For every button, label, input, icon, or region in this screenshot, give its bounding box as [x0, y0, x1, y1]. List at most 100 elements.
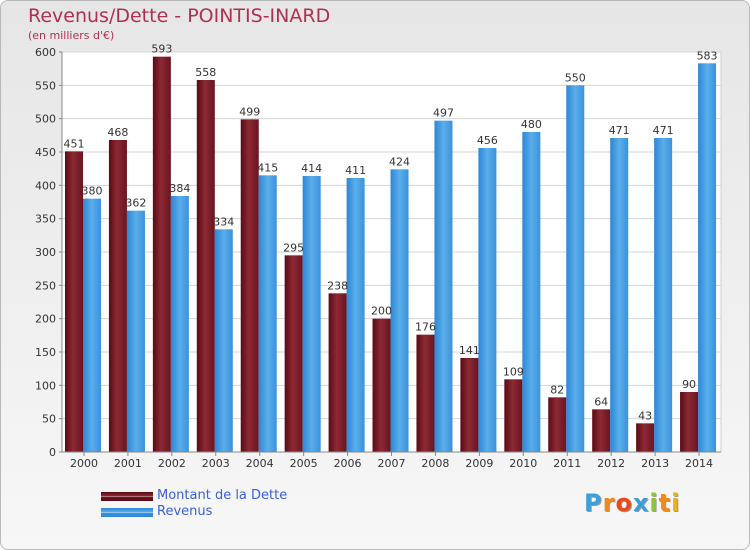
debt-value-label: 451: [64, 137, 85, 150]
debt-bar: [240, 119, 259, 452]
revenue-bar: [258, 175, 277, 453]
chart-subtitle: (en milliers d'€): [28, 29, 115, 42]
debt-bar: [284, 255, 303, 452]
debt-bar: [372, 318, 391, 452]
revenue-value-label: 471: [653, 124, 674, 137]
debt-value-label: 238: [327, 279, 348, 292]
logo-letter: t: [658, 489, 672, 517]
x-tick-label: 2004: [246, 457, 274, 470]
debt-bar: [592, 409, 611, 452]
debt-value-label: 176: [415, 321, 436, 334]
logo-letter: i: [649, 489, 659, 517]
debt-value-label: 593: [151, 43, 172, 56]
revenue-value-label: 411: [345, 164, 366, 177]
revenue-bar: [610, 138, 629, 452]
revenue-value-label: 334: [213, 215, 234, 228]
debt-value-label: 82: [550, 383, 564, 396]
y-tick-label: 500: [35, 113, 56, 126]
debt-bar: [328, 293, 347, 452]
debt-bar: [65, 151, 83, 453]
revenue-value-label: 497: [433, 107, 454, 120]
debt-value-label: 558: [195, 66, 216, 79]
debt-value-label: 468: [107, 126, 128, 139]
x-tick-label: 2013: [641, 457, 669, 470]
y-tick-label: 100: [35, 379, 56, 392]
debt-bar: [636, 423, 655, 452]
debt-bar: [152, 56, 171, 453]
revenue-bar: [390, 169, 409, 453]
y-tick-label: 300: [35, 246, 56, 259]
legend-label-revenue: Revenus: [157, 504, 213, 519]
logo-letter: i: [671, 489, 681, 517]
x-tick-label: 2000: [70, 457, 98, 470]
revenue-bar: [346, 178, 365, 452]
revenue-value-label: 415: [257, 161, 278, 174]
x-tick-label: 2003: [202, 457, 230, 470]
revenue-bar: [654, 138, 673, 452]
debt-bar: [680, 392, 699, 452]
debt-value-label: 295: [283, 241, 304, 254]
revenue-value-label: 380: [82, 185, 103, 198]
revenue-value-label: 583: [697, 49, 718, 62]
revenue-bar: [170, 196, 189, 452]
debt-value-label: 90: [682, 378, 696, 391]
debt-bar: [548, 397, 567, 452]
logo-letter: o: [615, 489, 633, 517]
debt-bar: [196, 80, 215, 452]
proxiti-logo: Proxiti: [584, 489, 680, 517]
x-tick-label: 2001: [114, 457, 142, 470]
y-tick-label: 600: [35, 46, 56, 59]
x-tick-label: 2010: [509, 457, 537, 470]
revenue-bar: [698, 63, 717, 452]
x-tick-label: 2008: [421, 457, 449, 470]
revenue-bar: [434, 120, 453, 453]
x-tick-label: 2002: [158, 457, 186, 470]
y-tick-label: 150: [35, 346, 56, 359]
debt-bar: [460, 358, 479, 452]
revenue-value-label: 384: [169, 182, 190, 195]
y-tick-label: 200: [35, 313, 56, 326]
logo-letter: r: [602, 489, 616, 517]
debt-value-label: 109: [503, 365, 524, 378]
legend-swatch-debt: [101, 492, 153, 501]
revenue-bar: [126, 210, 145, 452]
revenue-value-label: 414: [301, 162, 322, 175]
revenue-value-label: 456: [477, 134, 498, 147]
x-tick-label: 2009: [465, 457, 493, 470]
revenue-value-label: 362: [125, 197, 146, 210]
revenue-value-label: 424: [389, 155, 410, 168]
legend-label-debt: Montant de la Dette: [157, 488, 288, 503]
debt-value-label: 141: [459, 344, 480, 357]
revenue-value-label: 471: [609, 124, 630, 137]
revenue-value-label: 550: [565, 71, 586, 84]
y-tick-label: 0: [49, 446, 56, 459]
y-tick-label: 250: [35, 279, 56, 292]
logo-letter: x: [632, 489, 650, 517]
revenue-bar: [214, 229, 233, 452]
x-tick-label: 2014: [685, 457, 713, 470]
debt-value-label: 43: [638, 409, 652, 422]
debt-bar: [108, 140, 127, 452]
x-tick-label: 2011: [553, 457, 581, 470]
revenue-bar: [478, 148, 497, 452]
debt-bar: [416, 334, 435, 452]
y-tick-label: 50: [42, 413, 56, 426]
logo-letter: P: [584, 489, 603, 517]
y-tick-label: 450: [35, 146, 56, 159]
y-tick-label: 550: [35, 79, 56, 92]
revenue-bar: [83, 198, 101, 452]
x-tick-label: 2006: [334, 457, 362, 470]
revenue-bar: [566, 85, 585, 452]
revenue-value-label: 480: [521, 118, 542, 131]
debt-value-label: 64: [594, 395, 608, 408]
x-tick-label: 2012: [597, 457, 625, 470]
revenue-bar: [302, 176, 321, 452]
y-tick-label: 350: [35, 213, 56, 226]
chart-title: Revenus/Dette - POINTIS-INARD: [28, 5, 331, 27]
x-tick-label: 2007: [378, 457, 406, 470]
revenue-bar: [522, 132, 541, 452]
legend-swatch-revenue: [101, 508, 153, 517]
y-tick-label: 400: [35, 179, 56, 192]
